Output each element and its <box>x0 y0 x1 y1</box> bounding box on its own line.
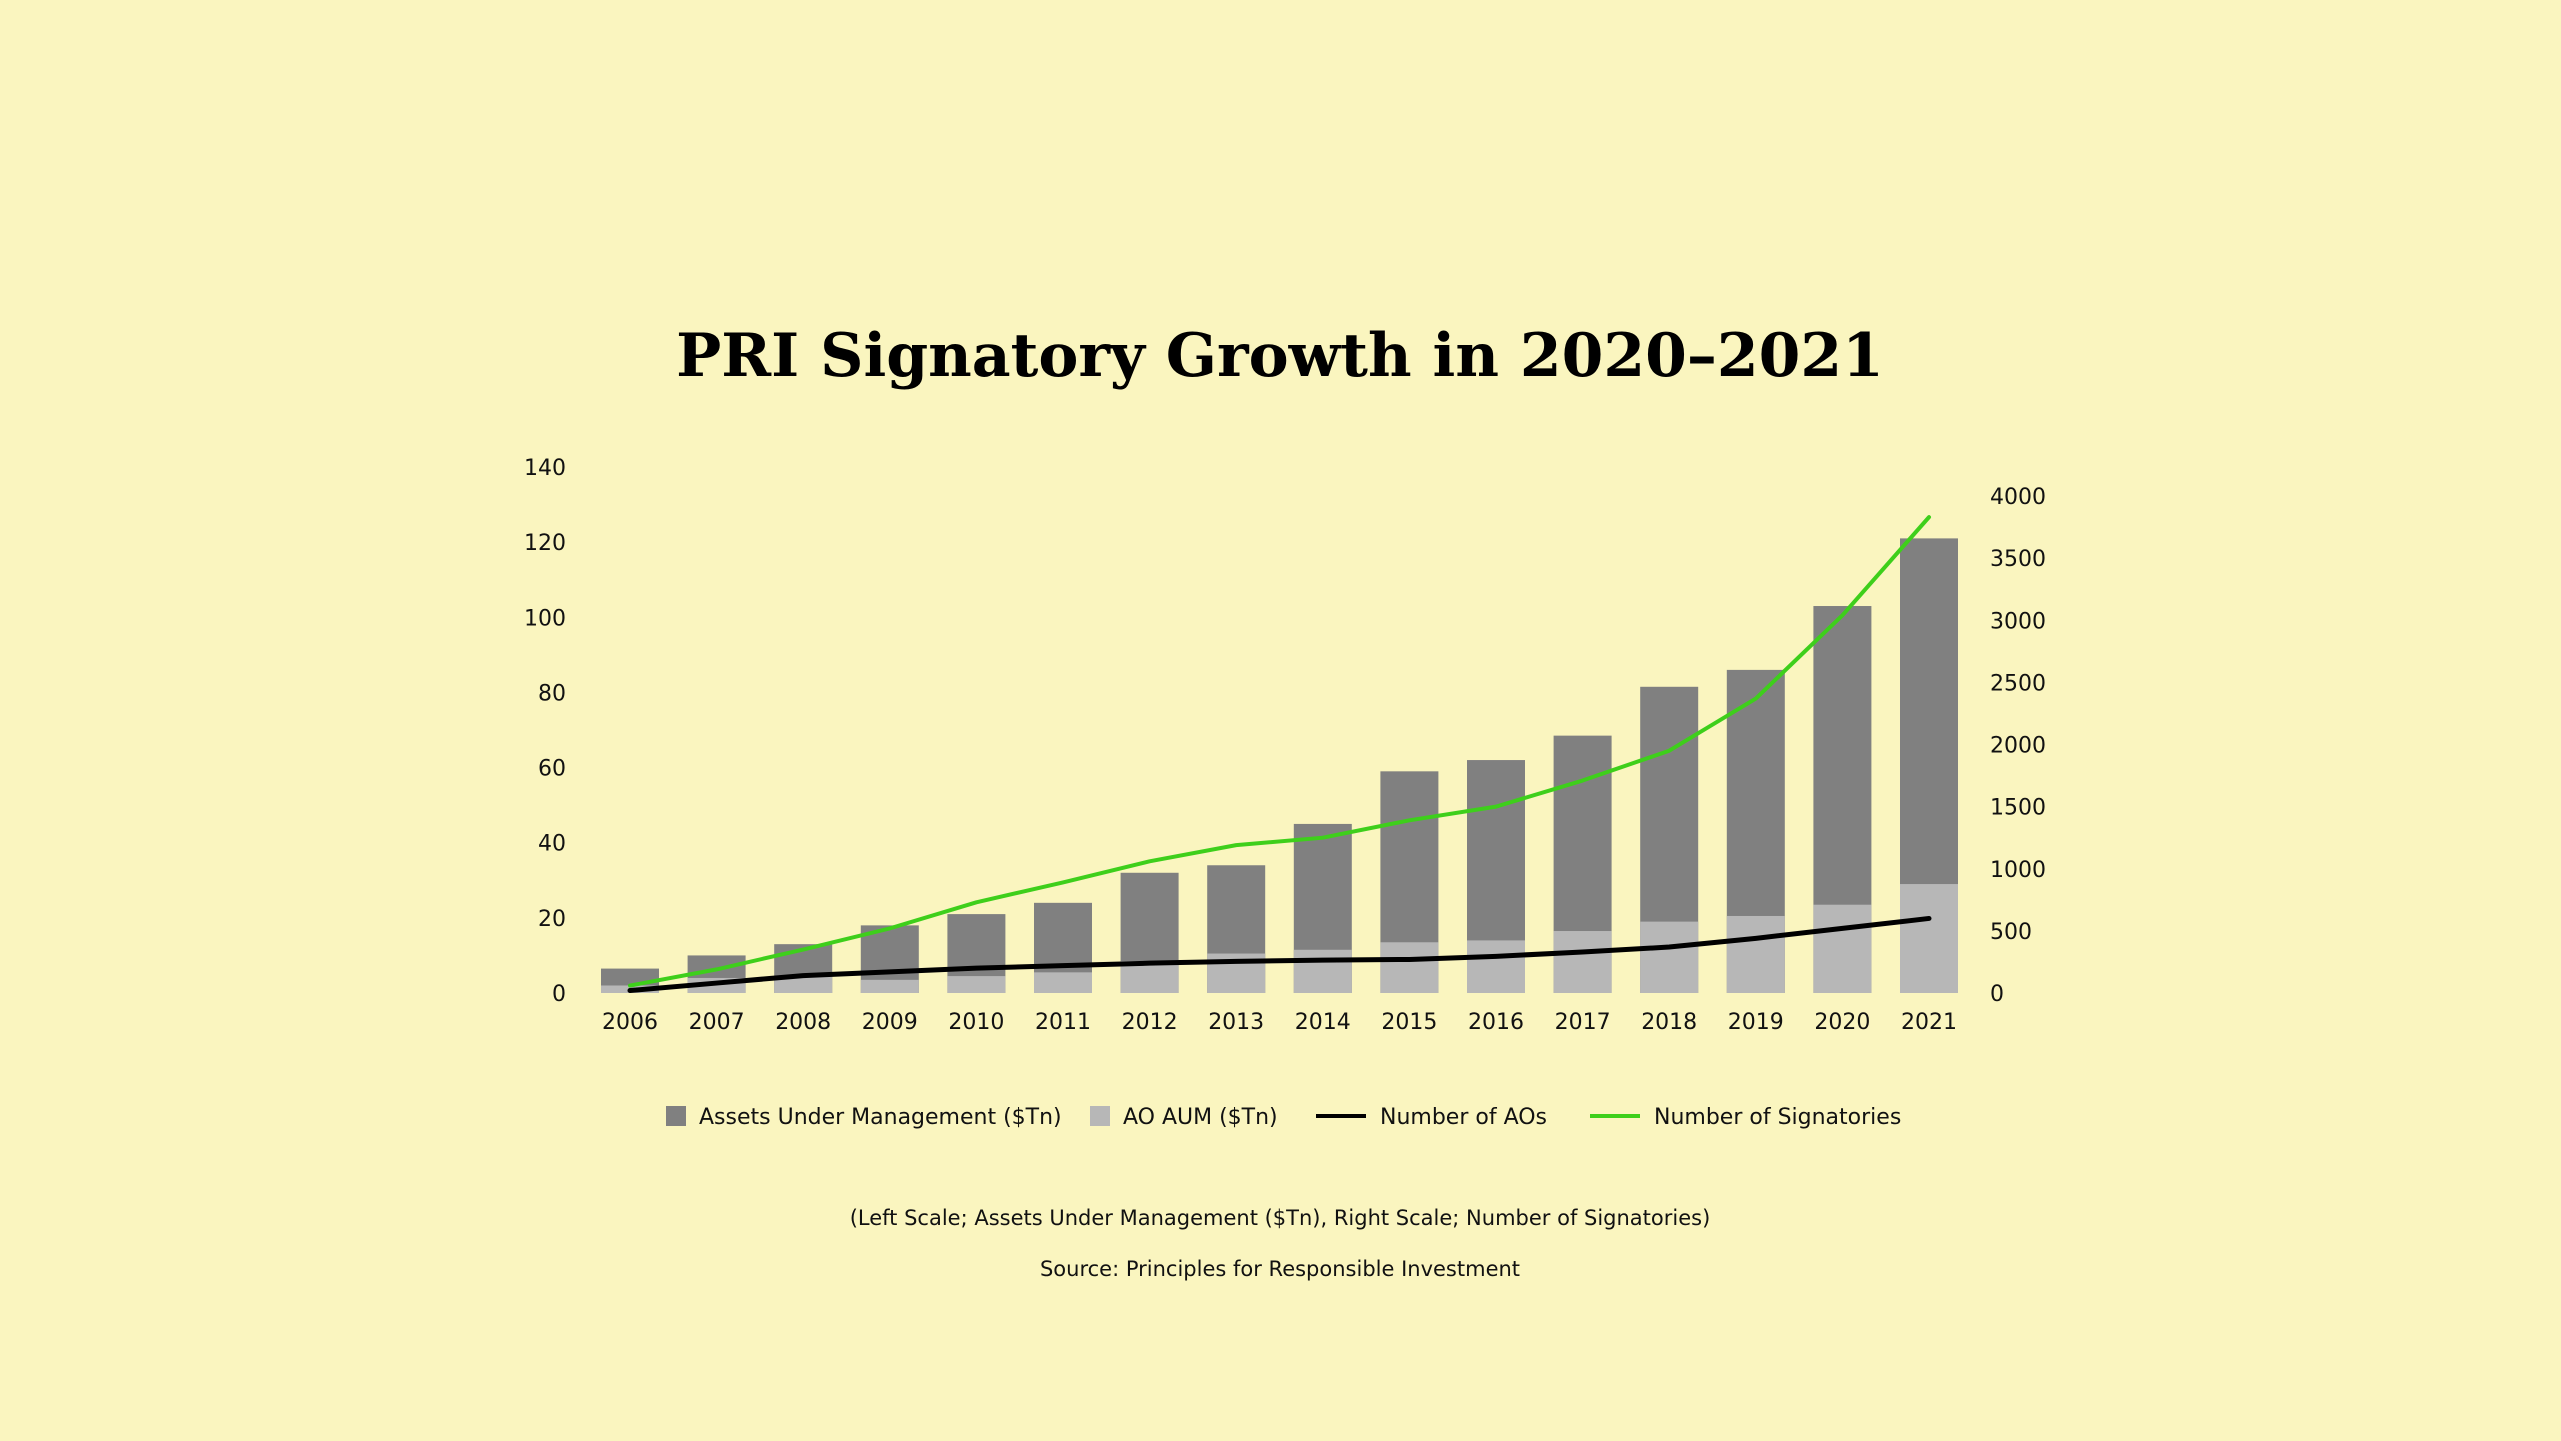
bar-ao-aum <box>1813 904 1872 993</box>
right-tick-label: 2000 <box>1990 734 2046 759</box>
left-tick-label: 140 <box>524 456 566 481</box>
bar-ao-aum <box>1293 949 1352 993</box>
x-tick-label: 2019 <box>1728 1010 1784 1035</box>
x-tick-label: 2016 <box>1468 1010 1524 1035</box>
x-tick-label: 2011 <box>1035 1010 1091 1035</box>
left-tick-label: 60 <box>538 757 566 782</box>
right-tick-label: 3500 <box>1990 547 2046 572</box>
legend-label-ao-aum: AO AUM ($Tn) <box>1123 1105 1278 1130</box>
bar-ao-aum <box>1640 921 1699 993</box>
right-tick-label: 1500 <box>1990 796 2046 821</box>
x-tick-label: 2013 <box>1208 1010 1264 1035</box>
left-axis: 0 20 40 60 80 100 120 140 <box>524 456 566 1007</box>
legend-swatch-aum <box>666 1106 686 1126</box>
legend-label-aum: Assets Under Management ($Tn) <box>699 1105 1062 1130</box>
x-tick-label: 2009 <box>862 1010 918 1035</box>
right-tick-label: 1000 <box>1990 858 2046 883</box>
left-tick-label: 0 <box>552 982 566 1007</box>
legend-label-aos: Number of AOs <box>1380 1105 1547 1130</box>
bar-ao-aum <box>1467 940 1525 993</box>
bar-ao-aum <box>1380 942 1439 993</box>
bar-ao-aum <box>1726 915 1785 993</box>
bar-ao-aum <box>947 976 1006 993</box>
x-tick-label: 2010 <box>948 1010 1004 1035</box>
x-tick-label: 2012 <box>1122 1010 1178 1035</box>
bar-ao-aum <box>1900 884 1958 993</box>
left-tick-label: 100 <box>524 606 566 631</box>
scale-note: (Left Scale; Assets Under Management ($T… <box>850 1206 1711 1230</box>
x-tick-label: 2015 <box>1381 1010 1437 1035</box>
bar-ao-aum <box>860 979 919 993</box>
bar-ao-aum <box>1553 931 1612 993</box>
right-axis: 0 500 1000 1500 2000 2500 3000 3500 4000 <box>1990 485 2046 1007</box>
line-number-of-signatories <box>628 515 1931 988</box>
x-tick-label: 2008 <box>775 1010 831 1035</box>
x-tick-label: 2020 <box>1814 1010 1870 1035</box>
right-tick-label: 0 <box>1990 982 2004 1007</box>
left-tick-label: 40 <box>538 832 566 857</box>
right-tick-label: 2500 <box>1990 671 2046 696</box>
x-tick-label: 2007 <box>689 1010 745 1035</box>
x-tick-label: 2017 <box>1555 1010 1611 1035</box>
left-tick-label: 20 <box>538 907 566 932</box>
right-tick-label: 3000 <box>1990 609 2046 634</box>
bar-ao-aum <box>1120 961 1179 993</box>
right-tick-label: 500 <box>1990 920 2032 945</box>
left-tick-label: 80 <box>538 681 566 706</box>
line-series <box>627 515 1932 994</box>
bar-ao-aum <box>1034 972 1092 993</box>
x-tick-label: 2014 <box>1295 1010 1351 1035</box>
bar-series <box>601 538 1958 993</box>
right-tick-label: 4000 <box>1990 485 2046 510</box>
bar-ao-aum <box>774 976 833 993</box>
x-axis: 2006 2007 2008 2009 2010 2011 2012 2013 2014 2015… <box>602 1010 1957 1035</box>
legend: Assets Under Management ($Tn) AO AUM ($T… <box>666 1105 1901 1130</box>
left-tick-label: 120 <box>524 531 566 556</box>
x-tick-label: 2021 <box>1901 1010 1957 1035</box>
legend-label-signatories: Number of Signatories <box>1654 1105 1901 1130</box>
x-tick-label: 2006 <box>602 1010 658 1035</box>
source-note: Source: Principles for Responsible Inves… <box>1040 1257 1520 1281</box>
chart-title: PRI Signatory Growth in 2020–2021 <box>676 321 1884 391</box>
legend-swatch-ao-aum <box>1090 1106 1110 1126</box>
line-number-of-aos <box>627 915 1932 994</box>
x-tick-label: 2018 <box>1641 1010 1697 1035</box>
